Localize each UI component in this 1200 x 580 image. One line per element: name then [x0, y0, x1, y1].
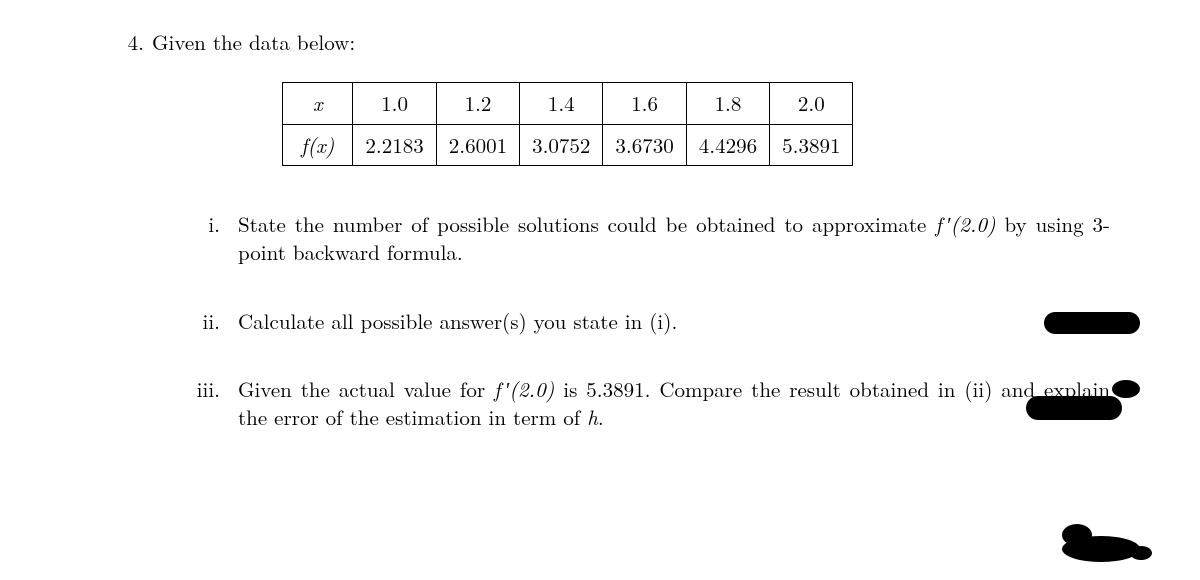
fx-cell: 3.0752 [520, 124, 603, 165]
fx-cell: 2.2183 [353, 124, 436, 165]
subpart-body: Given the actual value for f ′(2.0) is 5… [238, 375, 1110, 432]
subpart-body: Calculate all possible answer(s) you sta… [238, 307, 1110, 335]
x-cell: 1.6 [603, 83, 686, 124]
redaction-mark [1026, 396, 1122, 420]
math-h: h [587, 402, 598, 432]
subpart-label: iii. [110, 375, 238, 432]
redaction-mark [1044, 312, 1140, 334]
problem-intro: Given the data below: [152, 28, 355, 56]
subpart-label: ii. [110, 307, 238, 335]
math-fprime: f ′(2.0) [494, 374, 554, 404]
redaction-mark [1130, 546, 1152, 560]
math-fprime: f ′(2.0) [935, 209, 995, 239]
row-header-fx: f(x) [283, 124, 353, 165]
subpart-label: i. [110, 210, 238, 267]
x-cell: 1.8 [686, 83, 769, 124]
table-row-fx: f(x) 2.2183 2.6001 3.0752 3.6730 4.4296 … [283, 124, 853, 165]
data-table-wrap: x 1.0 1.2 1.4 1.6 1.8 2.0 f(x) 2.2183 2.… [282, 82, 1110, 166]
subparts: i. State the number of possible solution… [110, 210, 1110, 432]
problem-heading: 4. Given the data below: [110, 28, 1110, 56]
fx-cell: 2.6001 [436, 124, 519, 165]
x-cell: 1.0 [353, 83, 436, 124]
text: . [598, 402, 604, 432]
row-header-x: x [283, 83, 353, 124]
redaction-mark [1112, 380, 1140, 398]
redaction-mark [1062, 524, 1092, 546]
problem-number: 4. [110, 28, 152, 56]
x-cell: 1.4 [520, 83, 603, 124]
fx-cell: 3.6730 [603, 124, 686, 165]
text: State the number of possible solutions c… [238, 209, 935, 239]
subpart-ii: ii. Calculate all possible answer(s) you… [110, 307, 1110, 335]
fx-cell: 5.3891 [770, 124, 853, 165]
x-cell: 1.2 [436, 83, 519, 124]
table-row-x: x 1.0 1.2 1.4 1.6 1.8 2.0 [283, 83, 853, 124]
fx-cell: 4.4296 [686, 124, 769, 165]
subpart-body: State the number of possible solutions c… [238, 210, 1110, 267]
text: Given the actual value for [238, 374, 494, 404]
subpart-i: i. State the number of possible solution… [110, 210, 1110, 267]
x-cell: 2.0 [770, 83, 853, 124]
subpart-iii: iii. Given the actual value for f ′(2.0)… [110, 375, 1110, 432]
data-table: x 1.0 1.2 1.4 1.6 1.8 2.0 f(x) 2.2183 2.… [282, 82, 853, 166]
